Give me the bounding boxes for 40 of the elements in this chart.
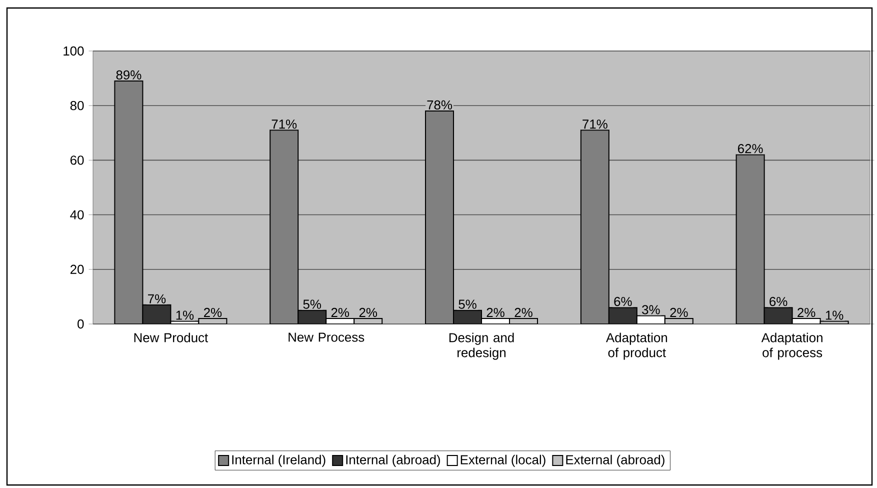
x-tick-label: Adaptation of product <box>606 332 668 360</box>
data-label: 3% <box>642 305 660 314</box>
data-label: 2% <box>331 308 350 318</box>
legend-label: Internal (Ireland) <box>232 454 326 467</box>
bar <box>114 80 144 324</box>
data-label: 62% <box>738 144 763 154</box>
legend-label: Internal (abroad) <box>346 454 440 467</box>
x-tick-label: New Product <box>134 332 208 342</box>
data-label: 2% <box>670 308 688 318</box>
bar <box>580 130 610 324</box>
data-label: 71% <box>272 120 297 129</box>
y-tick-label: 40 <box>70 210 84 220</box>
bar <box>736 154 765 324</box>
y-tick-label: 80 <box>70 101 84 110</box>
data-label: 6% <box>614 296 632 306</box>
data-label: 2% <box>204 308 222 318</box>
data-label: 2% <box>514 308 532 318</box>
x-tick-label: Adaptation of process <box>761 332 822 360</box>
data-label: 1% <box>826 310 844 320</box>
data-label: 2% <box>359 308 378 318</box>
legend-label: External (local) <box>460 454 546 467</box>
data-label: 89% <box>116 70 142 80</box>
data-label: 5% <box>458 300 476 309</box>
data-label: 1% <box>176 310 194 320</box>
x-tick-label: New Process <box>288 332 364 342</box>
data-label: 71% <box>582 120 608 129</box>
data-label: 5% <box>303 300 322 309</box>
data-label: 2% <box>798 308 816 318</box>
legend-label: External (abroad) <box>566 454 664 467</box>
bar <box>425 110 454 324</box>
bar <box>270 130 299 324</box>
y-tick-label: 0 <box>78 319 84 329</box>
data-label: 78% <box>427 100 452 110</box>
data-label: 6% <box>770 296 788 306</box>
y-tick-label: 60 <box>70 156 84 165</box>
y-tick-label: 100 <box>64 46 84 56</box>
data-label: 2% <box>486 308 504 318</box>
y-tick-label: 20 <box>70 264 84 274</box>
data-label: 7% <box>148 294 166 304</box>
x-tick-label: Design and redesign <box>449 332 514 360</box>
